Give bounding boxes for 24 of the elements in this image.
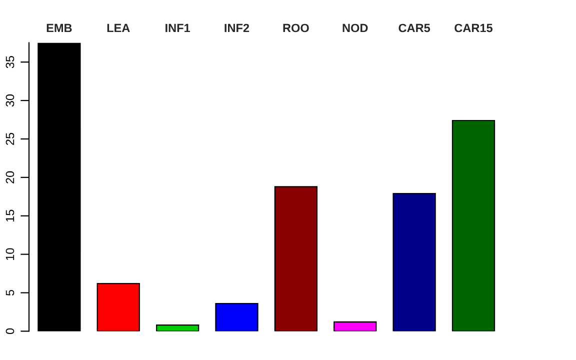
bar — [38, 42, 81, 332]
bar — [156, 324, 200, 332]
bar — [274, 186, 318, 332]
y-tick-label: 15 — [6, 210, 14, 222]
bar — [392, 193, 436, 332]
y-tick-label: 30 — [6, 94, 14, 107]
y-tick-label: 0 — [6, 328, 14, 334]
bar — [452, 120, 496, 332]
x-tick-label: CAR15 — [454, 24, 493, 32]
x-tick-label: CAR5 — [398, 24, 430, 32]
bar — [96, 282, 140, 332]
x-tick-label: INF2 — [224, 24, 250, 32]
x-tick-label: ROO — [283, 24, 309, 32]
y-tick-label: 35 — [6, 56, 14, 68]
y-tick-label: 5 — [6, 290, 14, 296]
bar — [215, 302, 258, 332]
y-tick-label: 20 — [6, 171, 14, 184]
x-tick-label: INF1 — [166, 24, 190, 32]
bar — [334, 321, 377, 332]
x-tick-label: EMB — [46, 24, 72, 32]
y-tick-label: 25 — [6, 132, 14, 145]
x-tick-label: LEA — [107, 24, 130, 32]
x-tick-label: NOD — [342, 24, 368, 32]
y-tick-label: 10 — [6, 248, 14, 260]
